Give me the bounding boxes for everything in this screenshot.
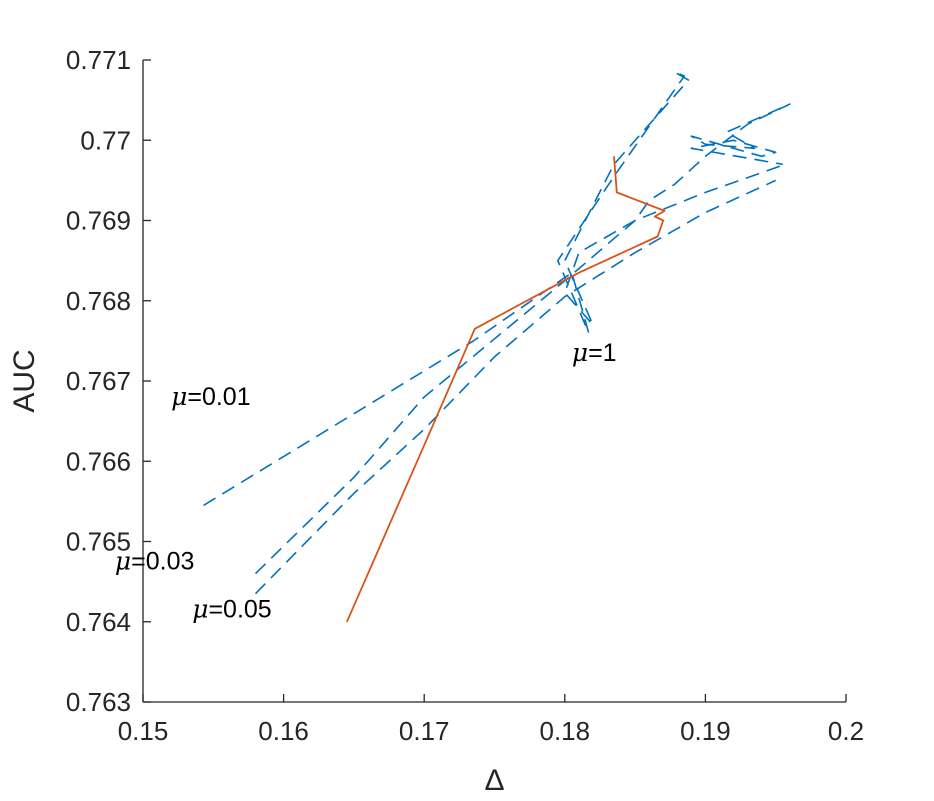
x-tick-label: 0.2: [828, 716, 864, 746]
dashed-series-line-2: [254, 179, 777, 595]
mu-value: =0.01: [187, 383, 250, 411]
y-tick-label: 0.764: [66, 607, 131, 637]
x-tick-label: 0.19: [680, 716, 731, 746]
y-tick-label: 0.768: [66, 286, 131, 316]
y-tick-label: 0.766: [66, 446, 131, 476]
mu-symbol: μ: [192, 595, 208, 624]
mu-value: =0.03: [131, 548, 194, 576]
x-axis-label: Δ: [484, 764, 504, 797]
mu-annotation: μ=1: [572, 338, 617, 367]
mu-value: =0.05: [208, 596, 271, 624]
mu-annotation: μ=0.03: [115, 547, 195, 576]
annotations-layer: μ=0.01μ=0.03μ=0.05μ=1: [115, 338, 617, 624]
x-tick-label: 0.15: [118, 716, 169, 746]
y-tick-label: 0.767: [66, 366, 131, 396]
mu-annotation: μ=0.05: [192, 595, 272, 624]
axes-layer: 0.15 0.16 0.17 0.18 0.19 0.2 0.763 0.764 0.765 0.…: [66, 45, 864, 746]
y-tick-label: 0.77: [80, 125, 131, 155]
mu-symbol: μ: [115, 547, 131, 576]
y-axis-label: AUC: [8, 349, 41, 412]
solid-series-line-3: [346, 156, 666, 623]
y-tick-label: 0.771: [66, 45, 131, 75]
series-layer: [203, 71, 791, 623]
mu-value: =1: [588, 339, 617, 367]
mu-symbol: μ: [171, 382, 187, 411]
mu-annotation: μ=0.01: [171, 382, 251, 411]
mu-symbol: μ: [572, 338, 588, 367]
y-tick-label: 0.763: [66, 687, 131, 717]
x-tick-label: 0.18: [539, 716, 590, 746]
x-tick-label: 0.16: [258, 716, 309, 746]
y-tick-label: 0.769: [66, 206, 131, 236]
y-tick-label: 0.765: [66, 527, 131, 557]
x-tick-label: 0.17: [399, 716, 450, 746]
dashed-series-line-0: [203, 71, 791, 507]
